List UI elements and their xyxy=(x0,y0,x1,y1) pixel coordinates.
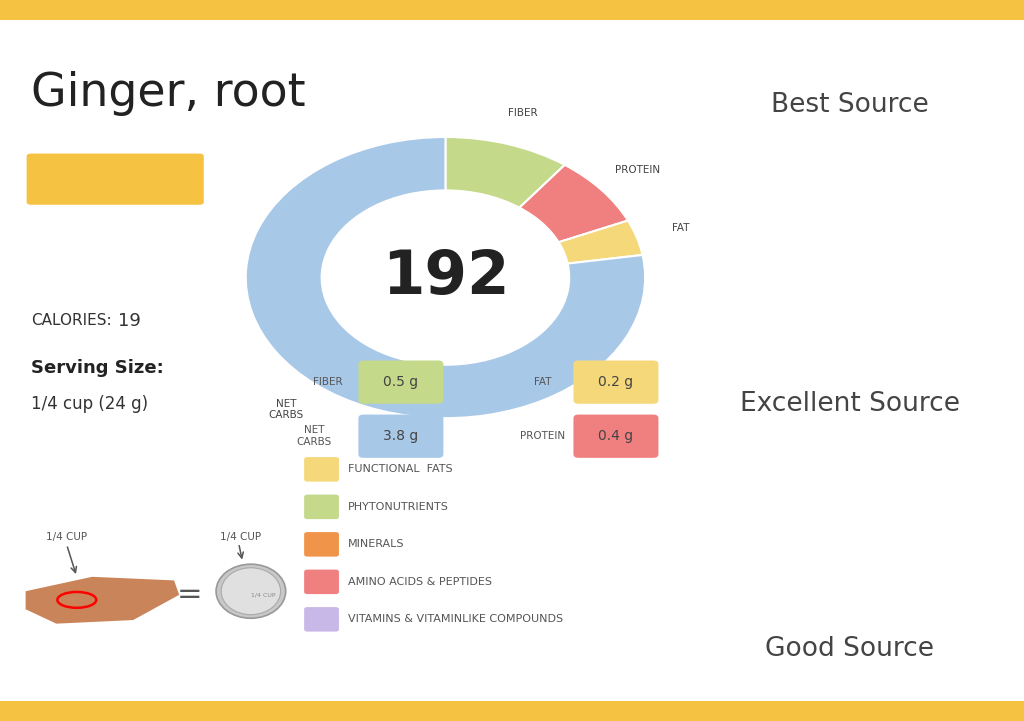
Text: Best Source: Best Source xyxy=(771,92,929,118)
Text: 1/4 CUP: 1/4 CUP xyxy=(251,593,275,597)
Text: AMINO ACIDS & PEPTIDES: AMINO ACIDS & PEPTIDES xyxy=(348,577,493,587)
Text: 0.5 g: 0.5 g xyxy=(383,375,419,389)
Text: Good Source: Good Source xyxy=(765,636,935,662)
Text: 3.8 g: 3.8 g xyxy=(383,429,419,443)
Text: FAT: FAT xyxy=(672,224,690,233)
FancyBboxPatch shape xyxy=(358,360,443,404)
Text: FIBER: FIBER xyxy=(313,377,342,387)
Text: MINERALS: MINERALS xyxy=(348,539,404,549)
FancyBboxPatch shape xyxy=(358,415,443,458)
Text: NET
CARBS: NET CARBS xyxy=(268,399,304,420)
Text: 0.4 g: 0.4 g xyxy=(598,429,634,443)
FancyBboxPatch shape xyxy=(573,415,658,458)
FancyBboxPatch shape xyxy=(304,495,339,519)
Wedge shape xyxy=(559,221,642,264)
Text: PROTEIN: PROTEIN xyxy=(520,431,565,441)
Text: Ginger, root: Ginger, root xyxy=(31,71,305,116)
Text: VITAMINS & VITAMINLIKE COMPOUNDS: VITAMINS & VITAMINLIKE COMPOUNDS xyxy=(348,614,563,624)
FancyBboxPatch shape xyxy=(304,570,339,594)
Wedge shape xyxy=(519,165,628,242)
Text: 1/4 cup (24 g): 1/4 cup (24 g) xyxy=(31,395,147,412)
Text: FUNCTIONAL  FATS: FUNCTIONAL FATS xyxy=(348,464,453,474)
Text: =: = xyxy=(176,580,203,609)
FancyBboxPatch shape xyxy=(573,360,658,404)
FancyBboxPatch shape xyxy=(304,532,339,557)
FancyBboxPatch shape xyxy=(27,154,204,205)
Text: CALORIES:: CALORIES: xyxy=(31,314,112,328)
Bar xyxy=(0,701,1024,721)
Text: Serving Size:: Serving Size: xyxy=(31,359,164,376)
Text: FAT: FAT xyxy=(534,377,552,387)
Bar xyxy=(0,0,1024,20)
Circle shape xyxy=(322,190,569,365)
Text: MEDIUM: MEDIUM xyxy=(63,169,167,189)
Text: NET
CARBS: NET CARBS xyxy=(297,425,332,447)
Text: PHYTONUTRIENTS: PHYTONUTRIENTS xyxy=(348,502,450,512)
FancyBboxPatch shape xyxy=(304,607,339,632)
Text: Excellent Source: Excellent Source xyxy=(740,391,959,417)
Ellipse shape xyxy=(221,568,281,614)
FancyBboxPatch shape xyxy=(304,457,339,482)
Text: 19: 19 xyxy=(118,312,140,329)
Text: FIBER: FIBER xyxy=(508,108,538,118)
Wedge shape xyxy=(246,137,645,418)
Text: 192: 192 xyxy=(382,248,509,307)
Wedge shape xyxy=(445,137,565,208)
Polygon shape xyxy=(26,577,179,624)
Text: PROTEIN: PROTEIN xyxy=(614,164,660,174)
Text: 1/4 CUP: 1/4 CUP xyxy=(46,532,87,542)
Text: 1/4 CUP: 1/4 CUP xyxy=(220,532,261,542)
Ellipse shape xyxy=(216,564,286,618)
Text: 0.2 g: 0.2 g xyxy=(598,375,634,389)
